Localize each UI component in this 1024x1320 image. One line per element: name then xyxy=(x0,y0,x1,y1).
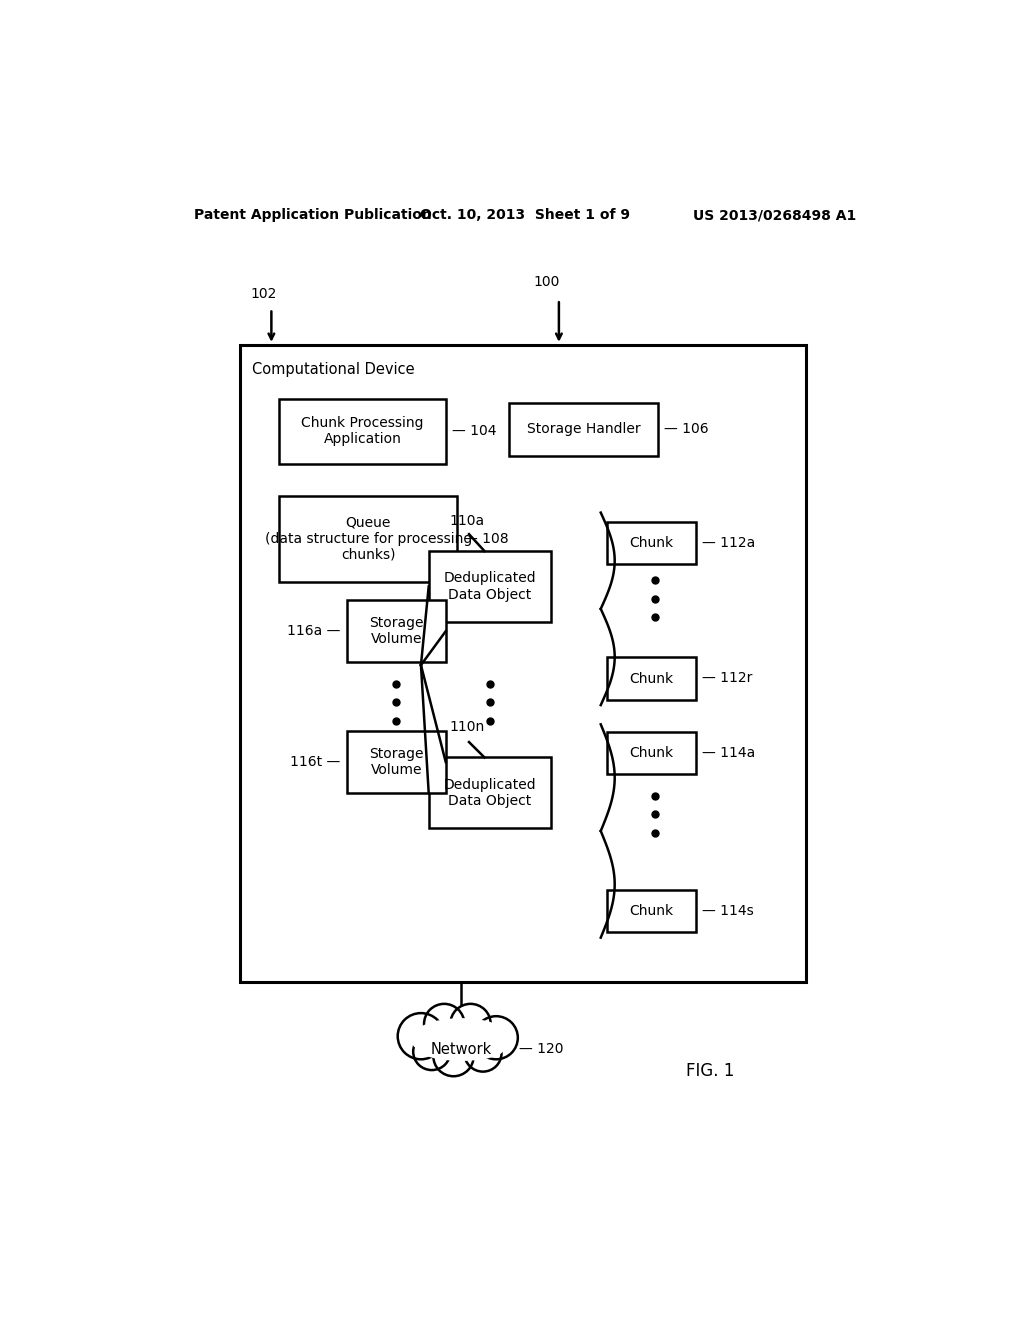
Bar xyxy=(280,399,445,465)
Text: — 114s: — 114s xyxy=(702,904,754,917)
Text: Storage
Volume: Storage Volume xyxy=(369,747,423,777)
Text: Storage Handler: Storage Handler xyxy=(527,422,641,437)
Text: — 112a: — 112a xyxy=(702,536,756,549)
Ellipse shape xyxy=(419,1038,504,1061)
Text: Storage
Volume: Storage Volume xyxy=(369,616,423,647)
Circle shape xyxy=(433,1036,474,1076)
Text: — 120: — 120 xyxy=(519,1043,564,1056)
Text: 116t —: 116t — xyxy=(290,755,340,770)
Bar xyxy=(607,521,696,564)
Text: Chunk: Chunk xyxy=(630,672,674,685)
Text: Chunk: Chunk xyxy=(630,746,674,760)
Text: Deduplicated
Data Object: Deduplicated Data Object xyxy=(443,572,537,602)
Text: Chunk: Chunk xyxy=(630,904,674,919)
Text: Queue
(data structure for processing
chunks): Queue (data structure for processing chu… xyxy=(264,516,472,562)
Text: Network: Network xyxy=(431,1041,492,1057)
Bar xyxy=(509,404,658,455)
Text: Deduplicated
Data Object: Deduplicated Data Object xyxy=(443,777,537,808)
Circle shape xyxy=(397,1014,444,1059)
Circle shape xyxy=(414,1034,451,1071)
Bar xyxy=(346,601,445,663)
Text: US 2013/0268498 A1: US 2013/0268498 A1 xyxy=(693,209,856,223)
Circle shape xyxy=(451,1003,490,1044)
Text: Chunk Processing
Application: Chunk Processing Application xyxy=(301,416,424,446)
Bar xyxy=(607,733,696,775)
Circle shape xyxy=(464,1035,502,1072)
Bar xyxy=(429,758,551,829)
Text: FIG. 1: FIG. 1 xyxy=(686,1061,734,1080)
Text: 110n: 110n xyxy=(450,721,485,734)
Text: Patent Application Publication: Patent Application Publication xyxy=(194,209,432,223)
Bar xyxy=(280,496,458,582)
Text: — 112r: — 112r xyxy=(702,671,753,685)
Bar xyxy=(241,345,806,982)
Text: 110a: 110a xyxy=(450,513,484,528)
Bar xyxy=(607,890,696,932)
Text: Oct. 10, 2013  Sheet 1 of 9: Oct. 10, 2013 Sheet 1 of 9 xyxy=(420,209,630,223)
Text: — 108: — 108 xyxy=(464,532,508,545)
Text: Chunk: Chunk xyxy=(630,536,674,550)
Text: 100: 100 xyxy=(534,276,560,289)
Text: — 114a: — 114a xyxy=(702,746,756,760)
Bar xyxy=(346,731,445,793)
Ellipse shape xyxy=(411,1018,512,1060)
Text: 116a —: 116a — xyxy=(287,624,340,638)
Text: — 106: — 106 xyxy=(665,422,709,437)
Circle shape xyxy=(424,1003,464,1044)
Circle shape xyxy=(474,1016,518,1059)
Text: — 104: — 104 xyxy=(452,424,497,438)
Text: 102: 102 xyxy=(251,286,276,301)
Text: Computational Device: Computational Device xyxy=(252,362,415,376)
Bar xyxy=(607,657,696,700)
Bar xyxy=(429,552,551,622)
